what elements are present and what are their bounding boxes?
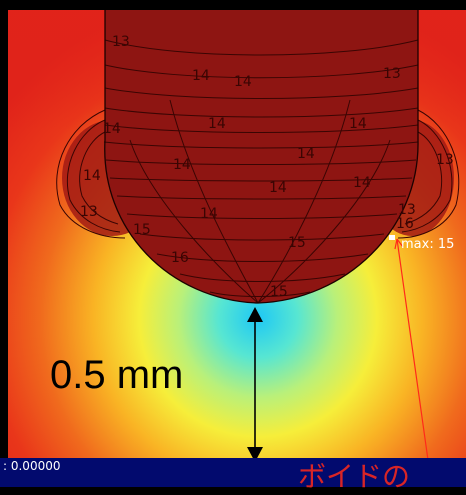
contour-label: 14 — [83, 168, 101, 184]
contour-label: 14 — [234, 74, 252, 90]
caption-text: ボイドの — [298, 460, 411, 493]
contour-label: 16 — [396, 216, 414, 232]
contour-label: 13 — [436, 152, 454, 168]
status-value: : 0.00000 — [3, 459, 61, 473]
contour-label: 14 — [349, 116, 367, 132]
contour-label: 14 — [192, 68, 210, 84]
max-label: max: 15 — [401, 237, 455, 252]
dimension-arrow — [247, 307, 263, 458]
contour-label: 15 — [270, 284, 288, 300]
contour-label: 15 — [133, 222, 151, 238]
dimension-label: 0.5 mm — [50, 353, 184, 397]
contour-label: 14 — [353, 175, 371, 191]
contour-label: 14 — [269, 180, 287, 196]
contour-label: 14 — [200, 206, 218, 222]
contour-label: 13 — [398, 202, 416, 218]
contour-label: 14 — [103, 121, 121, 137]
contour-lines — [56, 39, 460, 304]
leader-line — [396, 238, 429, 458]
dome-body — [104, 10, 419, 303]
status-bar: : 0.00000 — [0, 458, 466, 487]
contour-label: 13 — [80, 204, 98, 220]
contour-label: 15 — [288, 235, 306, 251]
contour-label: 14 — [173, 157, 191, 173]
dome-outline — [104, 10, 419, 304]
contour-label-group: 13 14 14 13 14 14 14 14 13 14 14 14 14 1… — [80, 34, 454, 300]
contour-label: 14 — [208, 116, 226, 132]
contour-label: 14 — [297, 146, 315, 162]
contour-label: 13 — [112, 34, 130, 50]
contour-label: 13 — [383, 66, 401, 82]
max-marker — [389, 235, 395, 240]
contour-label: 16 — [171, 250, 189, 266]
